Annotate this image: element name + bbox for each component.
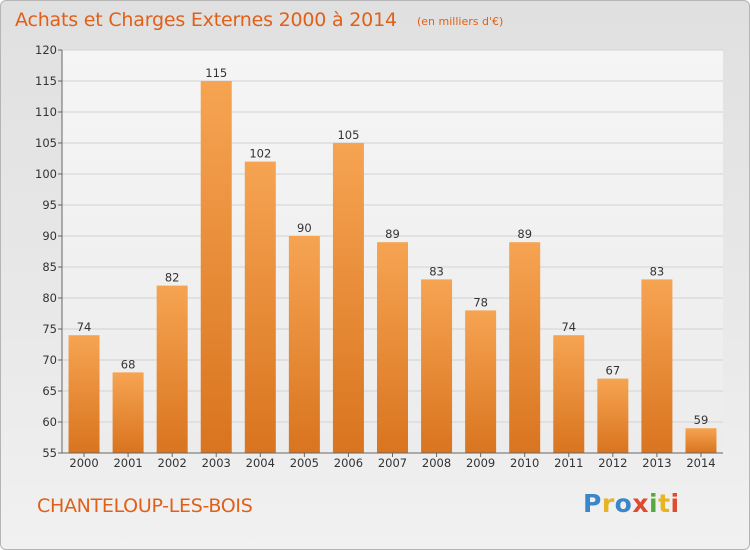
y-tick-label: 65: [42, 384, 57, 398]
x-axis: 2000 2001 2002 2003 2004 2005 2006 2007 2008 2009…: [62, 452, 723, 470]
bar-value-label: 115: [205, 66, 227, 80]
bar-value-label: 82: [165, 271, 180, 285]
y-tick-label: 115: [35, 74, 57, 88]
y-tick-label: 75: [42, 322, 57, 336]
bar: [332, 143, 364, 453]
bar-value-label: 89: [385, 227, 400, 241]
logo-letter: i: [649, 489, 659, 518]
logo-letter: o: [614, 489, 633, 518]
logo-letter: r: [601, 489, 615, 518]
x-tick-label: 2004: [246, 456, 275, 470]
y-tick-label: 105: [35, 136, 57, 150]
bar: [465, 310, 497, 453]
y-tick-label: 55: [42, 446, 57, 460]
y-tick-label: 120: [35, 43, 57, 57]
chart-unit: (en milliers d'€): [417, 15, 504, 28]
bar-value-label: 59: [694, 413, 709, 427]
y-tick-label: 90: [42, 229, 57, 243]
bar-value-label: 83: [429, 264, 444, 278]
bar: [377, 242, 408, 453]
x-tick-label: 2012: [598, 456, 627, 470]
bar-value-label: 74: [561, 320, 576, 334]
bar: [288, 236, 320, 453]
y-tick-label: 80: [42, 291, 57, 305]
x-tick-label: 2005: [290, 456, 319, 470]
logo-letter: x: [632, 489, 649, 518]
y-tick-label: 60: [42, 415, 57, 429]
bar: [509, 242, 541, 453]
x-tick-label: 2006: [334, 456, 363, 470]
x-tick-label: 2009: [466, 456, 495, 470]
x-tick-label: 2000: [69, 456, 98, 470]
bar-value-label: 74: [77, 320, 92, 334]
y-tick-label: 100: [35, 167, 57, 181]
bar: [112, 372, 144, 453]
bar: [553, 335, 585, 453]
y-tick-label: 110: [35, 105, 57, 119]
bar-value-label: 67: [606, 364, 621, 378]
bar: [597, 378, 629, 453]
x-tick-label: 2003: [202, 456, 231, 470]
x-tick-label: 2014: [686, 456, 715, 470]
bar: [685, 428, 717, 453]
x-tick-label: 2013: [642, 456, 671, 470]
bar-value-label: 83: [650, 264, 665, 278]
x-tick-label: 2010: [510, 456, 539, 470]
chart-title: Achats et Charges Externes 2000 à 2014: [15, 9, 397, 31]
x-tick-label: 2007: [378, 456, 407, 470]
x-tick-label: 2008: [422, 456, 451, 470]
bar: [421, 279, 453, 453]
logo-letter: P: [583, 489, 602, 518]
bar-value-label: 89: [517, 227, 532, 241]
proxiti-logo: Proxiti: [583, 489, 680, 518]
x-tick-label: 2011: [554, 456, 583, 470]
y-tick-label: 70: [42, 353, 57, 367]
logo-letter: t: [658, 489, 671, 518]
bar: [641, 279, 673, 453]
bar: [68, 335, 100, 453]
x-tick-label: 2001: [113, 456, 142, 470]
town-name: CHANTELOUP-LES-BOIS: [37, 495, 253, 517]
bar: [244, 161, 276, 453]
bar: [156, 285, 188, 453]
y-axis: 55 60 65 70 75 80 85 90 95 100 105 110 115 120: [35, 43, 63, 460]
x-tick-label: 2002: [158, 456, 187, 470]
bar-value-label: 105: [337, 128, 359, 142]
y-tick-label: 85: [42, 260, 57, 274]
logo-letter: i: [670, 489, 680, 518]
bar-value-label: 68: [121, 357, 136, 371]
bar-value-label: 102: [249, 147, 271, 161]
bar-value-label: 90: [297, 221, 312, 235]
y-tick-label: 95: [42, 198, 57, 212]
bar: [200, 81, 232, 453]
bar-value-label: 78: [473, 295, 488, 309]
bars: 74 68 82 115 102 90 105 89 83 78 89 74 67 83 59: [68, 66, 717, 453]
